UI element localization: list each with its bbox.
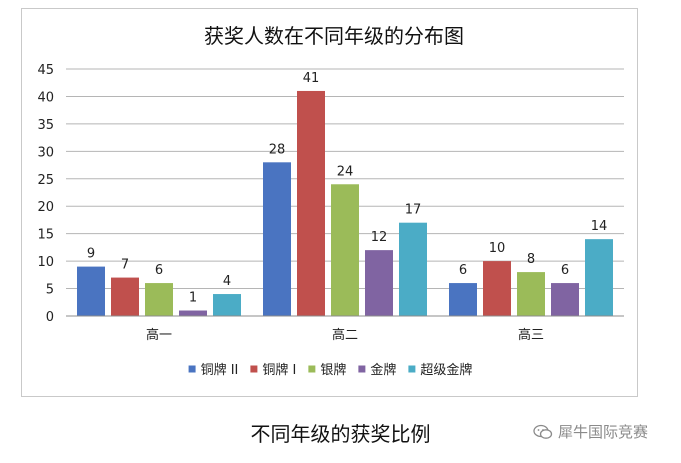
data-label: 12 xyxy=(371,230,388,245)
bar xyxy=(483,261,511,316)
bar xyxy=(145,283,173,316)
data-label: 7 xyxy=(121,258,129,273)
y-tick-label: 10 xyxy=(37,255,54,270)
legend-label: 银牌 xyxy=(320,362,346,378)
legend-swatch xyxy=(308,365,316,373)
data-label: 8 xyxy=(527,252,535,267)
data-label: 17 xyxy=(405,203,422,218)
data-label: 4 xyxy=(223,274,231,289)
y-tick-label: 15 xyxy=(37,228,54,243)
bar xyxy=(77,266,105,316)
data-label: 41 xyxy=(303,71,320,86)
legend-label: 超级金牌 xyxy=(420,362,472,378)
data-label: 10 xyxy=(489,241,506,256)
bar xyxy=(111,277,139,316)
bar xyxy=(399,222,427,316)
legend-swatch xyxy=(358,365,366,373)
watermark-text: 犀牛国际竞赛 xyxy=(558,423,649,441)
bar xyxy=(517,272,545,316)
chart-title: 获奖人数在不同年级的分布图 xyxy=(204,24,464,48)
bar xyxy=(585,239,613,316)
data-label: 28 xyxy=(269,142,286,157)
legend-label: 金牌 xyxy=(370,362,396,378)
x-tick-label: 高三 xyxy=(518,327,544,343)
y-tick-label: 40 xyxy=(37,90,54,105)
data-label: 6 xyxy=(155,263,163,278)
legend-swatch xyxy=(188,365,196,373)
y-tick-label: 5 xyxy=(46,283,54,298)
legend-swatch xyxy=(408,365,416,373)
bar xyxy=(297,90,325,316)
legend-label: 铜牌 I xyxy=(262,362,296,378)
legend-label: 铜牌 II xyxy=(201,362,239,378)
bar xyxy=(263,162,291,316)
legend-swatch xyxy=(250,365,258,373)
y-tick-label: 20 xyxy=(37,200,54,215)
data-label: 14 xyxy=(591,219,608,234)
data-label: 6 xyxy=(561,263,569,278)
data-label: 1 xyxy=(189,291,197,306)
bar xyxy=(551,283,579,316)
bar xyxy=(331,184,359,316)
data-label: 24 xyxy=(337,164,354,179)
wechat-icon xyxy=(533,424,553,439)
y-tick-label: 30 xyxy=(37,145,54,160)
x-tick-label: 高二 xyxy=(332,327,358,343)
data-label: 6 xyxy=(459,263,467,278)
bar xyxy=(365,250,393,316)
y-tick-label: 0 xyxy=(46,310,54,325)
watermark: 犀牛国际竞赛 xyxy=(533,421,648,442)
bar xyxy=(449,283,477,316)
data-label: 9 xyxy=(87,247,95,262)
y-tick-label: 25 xyxy=(37,173,54,188)
y-tick-label: 45 xyxy=(37,63,54,78)
y-tick-label: 35 xyxy=(37,118,54,133)
x-tick-label: 高一 xyxy=(146,327,172,343)
figure-caption: 不同年级的获奖比例 xyxy=(250,422,431,446)
bar xyxy=(179,310,207,316)
bar xyxy=(213,294,241,316)
